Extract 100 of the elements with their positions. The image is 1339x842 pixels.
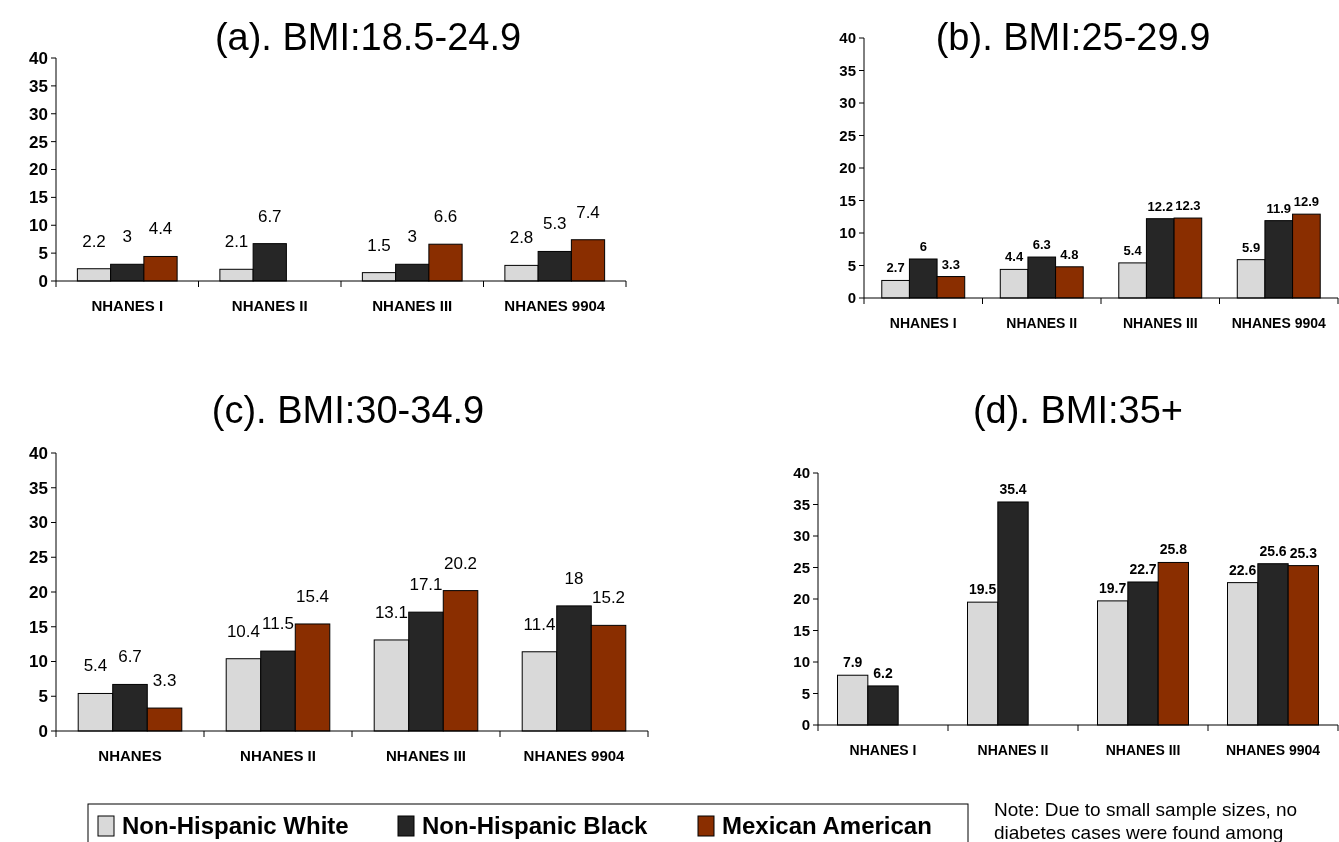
- chart-title: (c). BMI:30-34.9: [211, 389, 485, 431]
- x-tick-label: NHANES II: [240, 747, 316, 764]
- x-tick-label: NHANES II: [231, 297, 308, 314]
- data-label: 2.2: [82, 231, 106, 251]
- data-label: 3.3: [152, 671, 177, 691]
- x-tick-label: NHANES II: [977, 742, 1049, 758]
- data-label: 25.8: [1159, 541, 1188, 558]
- chart-title: (b). BMI:25-29.9: [935, 16, 1211, 58]
- data-label: 20.2: [443, 553, 478, 573]
- y-tick-label: 30: [29, 104, 48, 124]
- data-label: 1.5: [367, 235, 391, 255]
- data-label: 6.7: [257, 206, 282, 226]
- data-label: 17.1: [409, 575, 443, 595]
- data-label: 15.4: [295, 586, 330, 606]
- y-tick-label: 0: [38, 721, 48, 741]
- data-label: 22.6: [1229, 561, 1257, 578]
- x-tick-label: NHANES III: [1105, 742, 1181, 758]
- data-label: 3.3: [941, 256, 960, 272]
- data-label: 12.2: [1147, 198, 1173, 214]
- data-label: 19.5: [969, 581, 997, 598]
- chart-title: (d). BMI:35+: [972, 389, 1184, 431]
- y-tick-label: 0: [847, 289, 856, 307]
- data-label: 5.4: [83, 656, 108, 676]
- legend-label: Non-Hispanic Black: [422, 812, 649, 839]
- data-label: 5.9: [1242, 239, 1261, 255]
- y-tick-label: 15: [29, 617, 48, 637]
- y-tick-label: 20: [839, 159, 856, 177]
- x-tick-label: NHANES I: [91, 297, 164, 314]
- y-tick-label: 0: [801, 716, 810, 734]
- y-tick-label: 25: [29, 132, 48, 152]
- data-label: 22.7: [1129, 560, 1157, 577]
- data-label: 4.4: [148, 219, 173, 239]
- legend-label: Non-Hispanic White: [122, 812, 349, 839]
- data-label: 12.3: [1175, 198, 1201, 214]
- data-label: 4.4: [1005, 249, 1024, 265]
- data-label: 15.2: [591, 588, 626, 608]
- data-label: 4.8: [1060, 246, 1079, 262]
- x-tick-label: NHANES I: [889, 315, 957, 331]
- y-tick-label: 15: [793, 621, 810, 639]
- y-tick-label: 40: [839, 29, 856, 47]
- data-label: 7.4: [576, 202, 600, 222]
- data-label: 7.9: [842, 654, 863, 671]
- x-tick-label: NHANES III: [1122, 315, 1198, 331]
- y-tick-label: 30: [839, 94, 856, 112]
- data-label: 19.7: [1099, 579, 1127, 596]
- data-label: 11.4: [523, 614, 556, 634]
- y-tick-label: 10: [839, 224, 856, 242]
- y-tick-label: 35: [839, 61, 856, 79]
- data-label: 6: [919, 239, 927, 254]
- y-tick-label: 0: [38, 271, 48, 291]
- x-tick-label: NHANES 9904: [523, 747, 626, 764]
- y-tick-label: 30: [29, 513, 48, 533]
- y-tick-label: 40: [29, 443, 48, 463]
- data-label: 13.1: [374, 602, 409, 622]
- data-label: 6.6: [433, 207, 458, 227]
- x-tick-label: NHANES III: [385, 747, 467, 764]
- data-label: 2.1: [224, 232, 249, 252]
- data-label: 11.5: [262, 614, 294, 634]
- data-label: 5.3: [542, 214, 567, 234]
- data-label: 3: [407, 227, 417, 247]
- y-tick-label: 25: [793, 558, 810, 576]
- y-tick-label: 40: [793, 464, 810, 482]
- y-tick-label: 10: [29, 216, 48, 236]
- data-label: 11.9: [1266, 200, 1292, 216]
- y-tick-label: 15: [29, 188, 48, 208]
- y-tick-label: 20: [29, 582, 48, 602]
- chart-title: (a). BMI:18.5-24.9: [214, 16, 522, 58]
- y-tick-label: 30: [793, 527, 810, 545]
- data-label: 6.3: [1032, 237, 1051, 253]
- data-label: 12.9: [1293, 194, 1320, 210]
- y-tick-label: 15: [839, 191, 856, 209]
- y-tick-label: 40: [29, 48, 48, 68]
- x-tick-label: NHANES 9904: [1225, 742, 1321, 758]
- y-tick-label: 25: [29, 548, 48, 568]
- y-tick-label: 5: [38, 687, 48, 707]
- data-label: 25.6: [1259, 542, 1287, 559]
- x-tick-label: NHANES 9904: [1231, 315, 1327, 331]
- data-label: 2.7: [886, 260, 905, 276]
- data-label: 6.2: [873, 664, 893, 681]
- data-label: 2.8: [509, 228, 534, 248]
- data-label: 10.4: [226, 621, 261, 641]
- y-tick-label: 5: [847, 256, 856, 274]
- data-label: 5.4: [1123, 242, 1143, 258]
- data-label: 35.4: [999, 480, 1027, 497]
- y-tick-label: 35: [29, 478, 48, 498]
- data-label: 25.3: [1289, 544, 1318, 561]
- y-tick-label: 5: [38, 244, 48, 264]
- y-tick-label: 20: [29, 160, 48, 180]
- y-tick-label: 35: [793, 495, 810, 513]
- y-tick-label: 10: [29, 652, 48, 672]
- x-tick-label: NHANES II: [1006, 315, 1078, 331]
- y-tick-label: 25: [839, 126, 856, 144]
- data-label: 3: [122, 227, 132, 247]
- y-tick-label: 35: [29, 76, 48, 96]
- data-label: 6.7: [118, 647, 142, 667]
- y-tick-label: 20: [793, 590, 810, 608]
- y-tick-label: 10: [793, 653, 810, 671]
- x-tick-label: NHANES 9904: [504, 297, 606, 314]
- x-tick-label: NHANES III: [372, 297, 453, 314]
- data-label: 18: [564, 568, 584, 588]
